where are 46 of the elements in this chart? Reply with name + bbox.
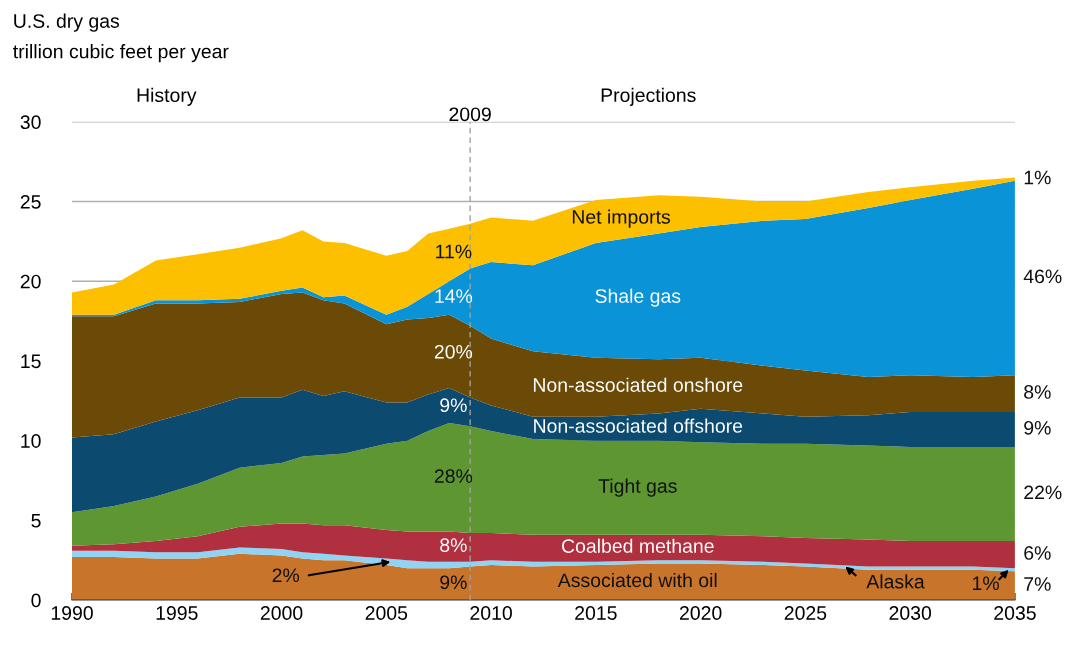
x-tick-label: 2035 [994,606,1036,620]
y-tick-label: 10 [21,434,41,448]
x-tick-label: 2000 [260,606,303,620]
annotation: 9% [440,398,467,413]
x-tick-label: 2030 [889,606,932,620]
text: History [137,87,197,106]
series-label: Net imports [572,209,670,228]
annotation: 2% [272,568,300,583]
text: 8% [1024,385,1051,399]
y-tick-label: 5 [31,514,41,528]
series-label: Non-associated offshore [534,418,743,433]
series-label: Coalbed methane [562,538,714,553]
ref-line-label: 2009 [449,107,491,122]
annotation: 9% [440,575,467,590]
chart-subtitle: trillion cubic feet per year [13,44,229,63]
x-tick-label: 2020 [679,606,722,620]
x-tick-label: 2025 [784,606,827,620]
annotation: 11% [436,244,472,259]
y-tick-label: 15 [21,354,41,369]
annotation: 1% [973,576,999,591]
series-label: Tight gas [598,478,677,497]
series-label: Associated with oil [557,572,717,588]
annotation: 8% [440,538,467,553]
text: 22% [1024,485,1062,500]
x-tick-label: 1990 [51,606,93,620]
text: 1% [1024,170,1051,185]
x-tick-label: 2015 [575,606,617,620]
series-label: Non-associated onshore [533,377,743,392]
x-tick-label: 2005 [365,606,408,620]
annotation: 20% [434,344,473,359]
text: 46% [1023,269,1062,284]
y-tick-label: 30 [20,115,41,130]
annotation: 14% [435,289,473,303]
y-tick-label: 20 [20,274,41,289]
y-tick-label: 25 [20,195,41,209]
series-label: Shale gas [595,288,681,307]
annotation: Alaska [866,574,925,589]
text: 6% [1024,546,1051,560]
y-tick-label: 0 [31,593,41,608]
text: 7% [1024,577,1051,591]
x-tick-label: 2010 [470,606,512,620]
text: Projections [601,87,696,106]
annotation: 28% [434,469,473,483]
x-tick-label: 1995 [156,606,198,620]
text: 9% [1024,420,1051,435]
chart-title: U.S. dry gas [14,13,120,32]
